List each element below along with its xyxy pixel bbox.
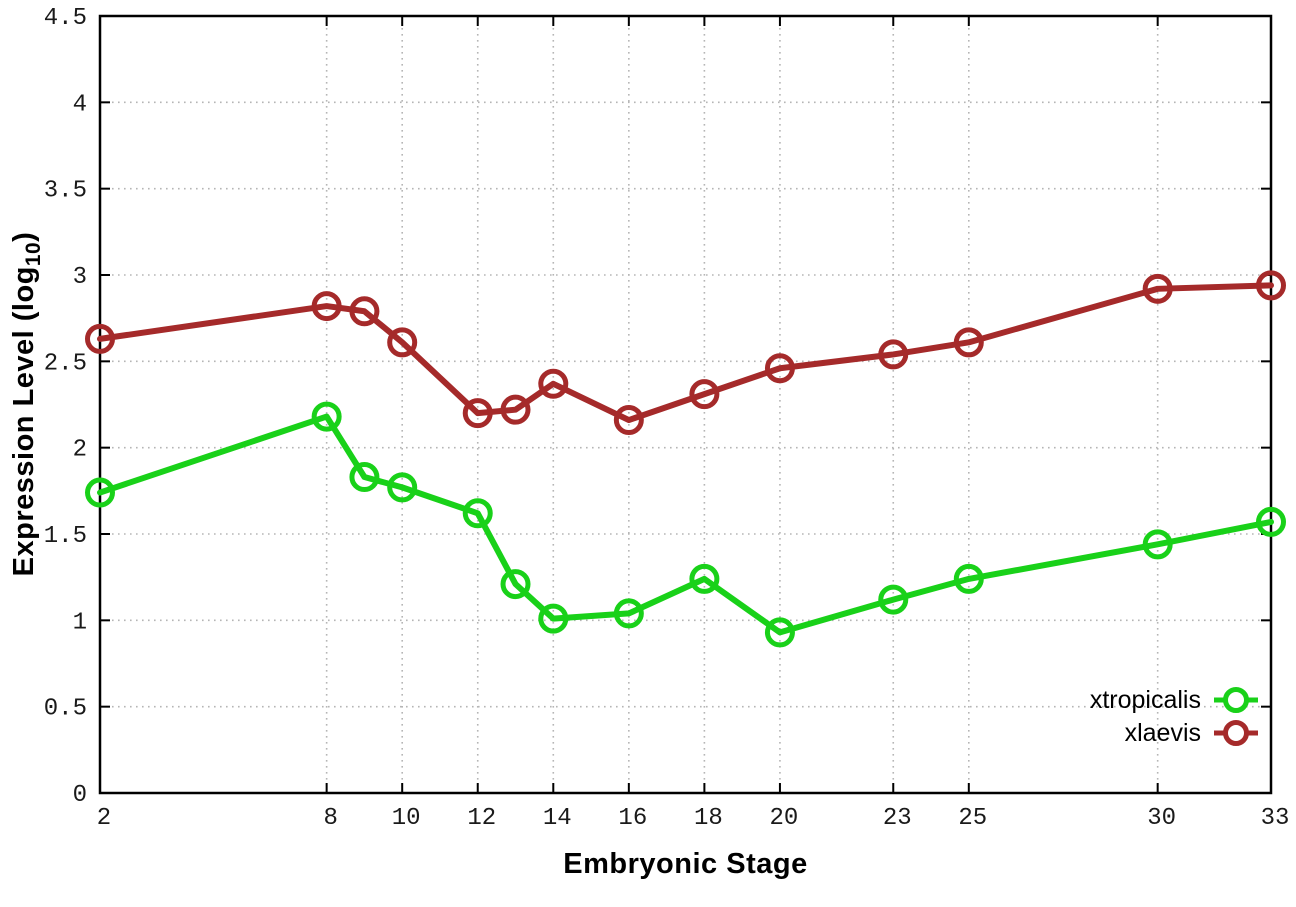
data-point xyxy=(613,405,644,436)
legend-marker-xlaevis xyxy=(1213,718,1259,748)
svg-text:4.5: 4.5 xyxy=(44,5,87,32)
data-point xyxy=(689,379,720,410)
data-point xyxy=(1142,529,1173,560)
svg-text:4: 4 xyxy=(73,91,87,118)
svg-text:16: 16 xyxy=(618,805,647,832)
svg-text:1: 1 xyxy=(73,609,87,636)
legend-label-xtropicalis: xtropicalis xyxy=(1089,685,1201,714)
data-point xyxy=(85,323,115,354)
svg-text:25: 25 xyxy=(958,805,987,832)
data-point xyxy=(1256,506,1286,537)
data-point xyxy=(538,603,569,634)
svg-text:12: 12 xyxy=(467,805,496,832)
svg-text:0: 0 xyxy=(73,782,87,809)
legend: xtropicalis xlaevis xyxy=(1090,684,1259,749)
tick-marks xyxy=(99,15,1272,794)
data-point xyxy=(462,498,493,529)
y-axis-label-suffix: ) xyxy=(8,231,41,242)
legend-label-xlaevis: xlaevis xyxy=(1124,718,1201,747)
data-point xyxy=(85,477,115,508)
data-point xyxy=(349,462,380,493)
data-point xyxy=(311,291,342,322)
data-point xyxy=(953,327,984,358)
data-point xyxy=(764,353,795,384)
data-point xyxy=(878,339,909,370)
data-point xyxy=(689,563,720,594)
gridlines xyxy=(100,16,1271,793)
svg-text:2.5: 2.5 xyxy=(44,350,87,377)
svg-text:33: 33 xyxy=(1261,805,1290,832)
data-point xyxy=(500,569,531,600)
data-point xyxy=(349,296,380,327)
circle-marker-icon xyxy=(1214,687,1258,713)
circle-marker-icon xyxy=(1214,720,1258,746)
data-point xyxy=(387,472,418,503)
legend-marker-xtropicalis xyxy=(1213,685,1259,715)
svg-text:20: 20 xyxy=(770,805,799,832)
data-point xyxy=(311,401,342,432)
data-point xyxy=(878,584,909,615)
svg-text:14: 14 xyxy=(543,805,572,832)
svg-text:2: 2 xyxy=(97,805,111,832)
series-xtropicalis xyxy=(85,401,1286,648)
svg-text:23: 23 xyxy=(883,805,912,832)
data-point xyxy=(387,327,418,358)
x-tick-labels: 2 8 10 12 14 16 18 20 23 25 30 33 xyxy=(97,805,1290,832)
data-point xyxy=(462,398,493,429)
svg-text:3.5: 3.5 xyxy=(44,178,87,205)
data-point xyxy=(500,394,531,425)
data-point xyxy=(1256,270,1286,301)
svg-text:10: 10 xyxy=(392,805,421,832)
series-line xyxy=(97,282,1274,424)
y-axis-label-prefix: Expression Level (log xyxy=(8,266,41,577)
svg-text:0.5: 0.5 xyxy=(44,696,87,723)
data-point xyxy=(953,563,984,594)
y-axis-label: Expression Level (log10) xyxy=(8,232,46,577)
svg-text:8: 8 xyxy=(323,805,337,832)
plot-border xyxy=(98,14,1273,795)
svg-text:2: 2 xyxy=(73,437,87,464)
y-tick-labels: 0 0.5 1 1.5 2 2.5 3 3.5 4 4.5 xyxy=(44,5,87,809)
data-point xyxy=(538,368,569,399)
legend-item-xlaevis: xlaevis xyxy=(1125,717,1259,749)
x-axis-label: Embryonic Stage xyxy=(563,848,808,880)
svg-text:1.5: 1.5 xyxy=(44,523,87,550)
y-axis-label-subscript: 10 xyxy=(21,241,45,267)
svg-text:30: 30 xyxy=(1147,805,1176,832)
data-point xyxy=(764,617,795,648)
legend-item-xtropicalis: xtropicalis xyxy=(1090,684,1259,716)
data-point xyxy=(1142,273,1173,304)
svg-text:18: 18 xyxy=(694,805,723,832)
series-xlaevis xyxy=(85,270,1286,436)
series-line xyxy=(97,413,1274,636)
svg-text:3: 3 xyxy=(73,264,87,291)
data-point xyxy=(613,598,644,629)
